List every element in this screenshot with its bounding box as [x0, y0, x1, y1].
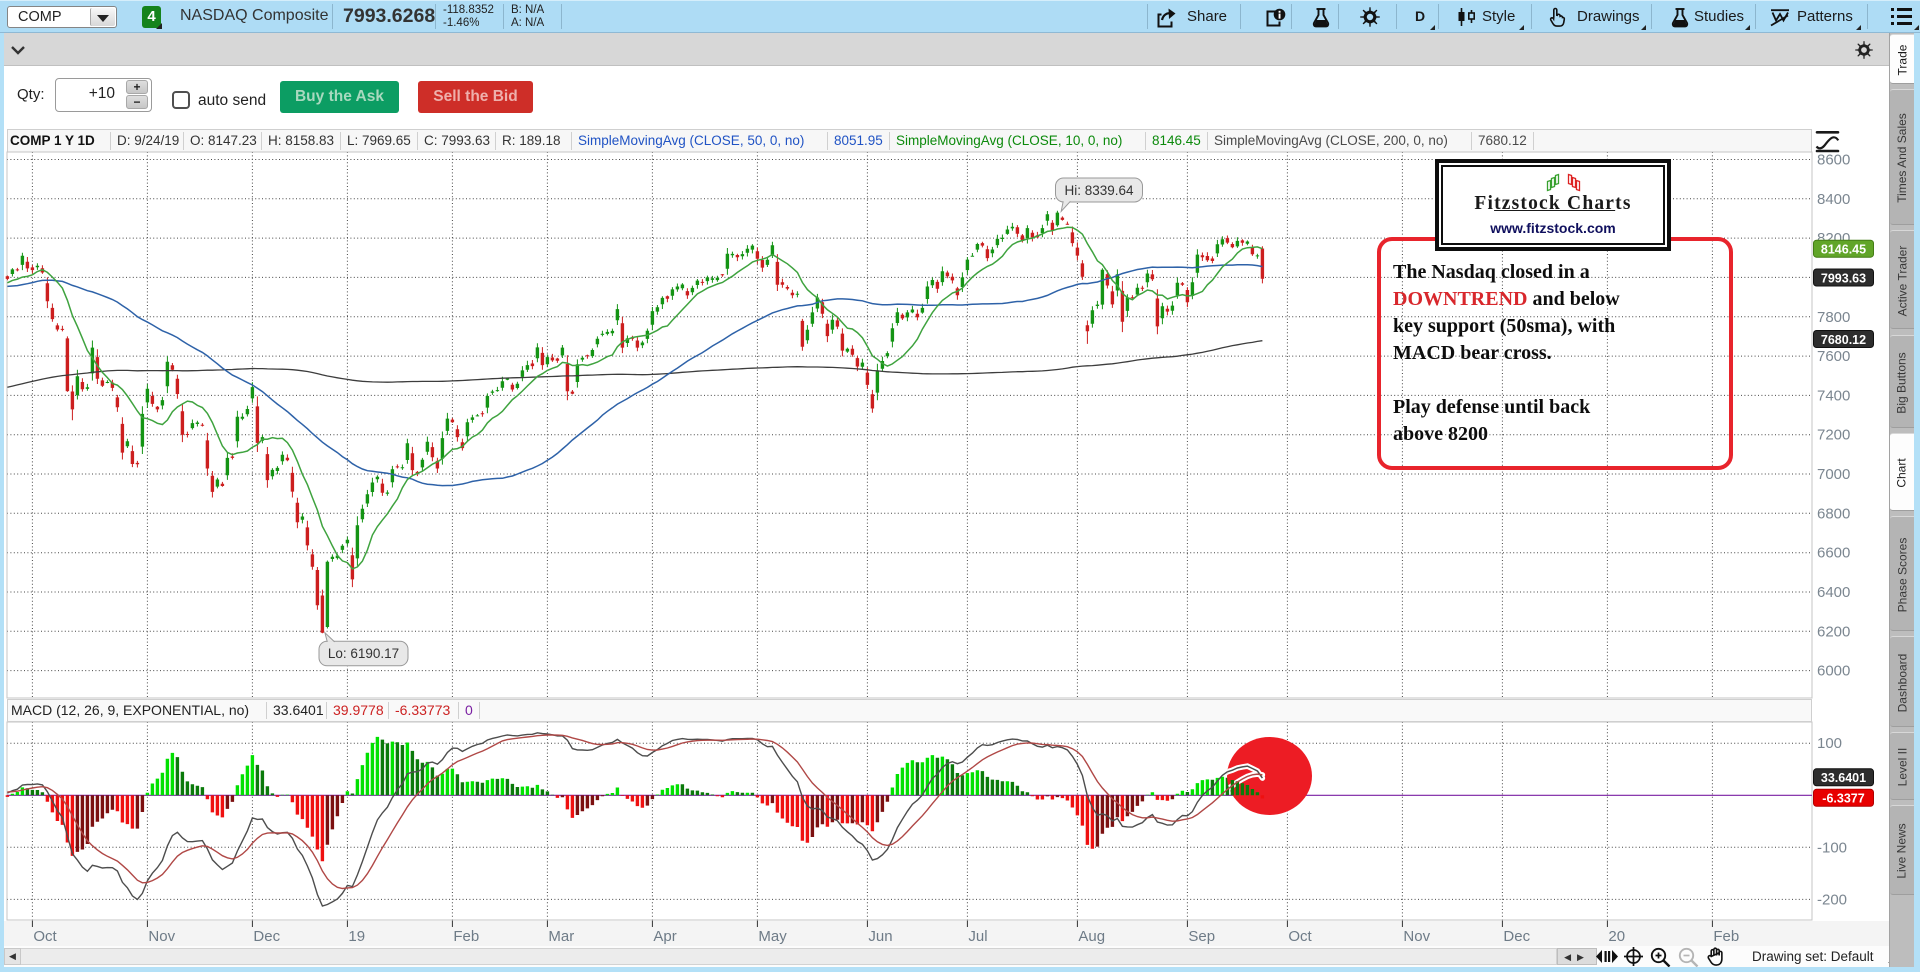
svg-text:7200: 7200	[1817, 427, 1850, 444]
svg-text:7680.12: 7680.12	[1821, 333, 1866, 347]
svg-text:7800: 7800	[1817, 309, 1850, 326]
svg-text:6600: 6600	[1817, 545, 1850, 562]
svg-text:7600: 7600	[1817, 348, 1850, 365]
svg-text:100: 100	[1817, 735, 1842, 752]
svg-text:Jul: Jul	[968, 928, 987, 945]
svg-text:Apr: Apr	[653, 928, 676, 945]
svg-text:-200: -200	[1817, 891, 1847, 908]
svg-text:Oct: Oct	[33, 928, 57, 945]
svg-text:7400: 7400	[1817, 387, 1850, 404]
svg-text:Jun: Jun	[868, 928, 892, 945]
svg-text:May: May	[758, 928, 787, 945]
svg-text:-6.3377: -6.3377	[1822, 792, 1864, 806]
svg-text:6400: 6400	[1817, 584, 1850, 601]
svg-text:7000: 7000	[1817, 466, 1850, 483]
svg-text:7993.63: 7993.63	[1821, 271, 1866, 285]
svg-text:Hi: 8339.64: Hi: 8339.64	[1064, 183, 1134, 198]
svg-text:Mar: Mar	[548, 928, 574, 945]
svg-text:Lo: 6190.17: Lo: 6190.17	[328, 646, 399, 661]
svg-text:8600: 8600	[1817, 152, 1850, 169]
svg-text:6000: 6000	[1817, 663, 1850, 680]
svg-text:Dec: Dec	[253, 928, 280, 945]
svg-text:33.6401: 33.6401	[1821, 771, 1866, 785]
svg-text:6800: 6800	[1817, 505, 1850, 522]
svg-text:Nov: Nov	[148, 928, 175, 945]
svg-text:Sep: Sep	[1188, 928, 1215, 945]
svg-text:20: 20	[1608, 928, 1625, 945]
svg-text:8400: 8400	[1817, 191, 1850, 208]
svg-text:Feb: Feb	[1713, 928, 1739, 945]
svg-text:-100: -100	[1817, 839, 1847, 856]
svg-text:Dec: Dec	[1503, 928, 1530, 945]
svg-text:Aug: Aug	[1078, 928, 1105, 945]
svg-text:Nov: Nov	[1403, 928, 1430, 945]
svg-text:Oct: Oct	[1288, 928, 1312, 945]
svg-text:8146.45: 8146.45	[1821, 243, 1866, 257]
svg-text:Feb: Feb	[453, 928, 479, 945]
svg-text:19: 19	[348, 928, 365, 945]
svg-text:6200: 6200	[1817, 623, 1850, 640]
